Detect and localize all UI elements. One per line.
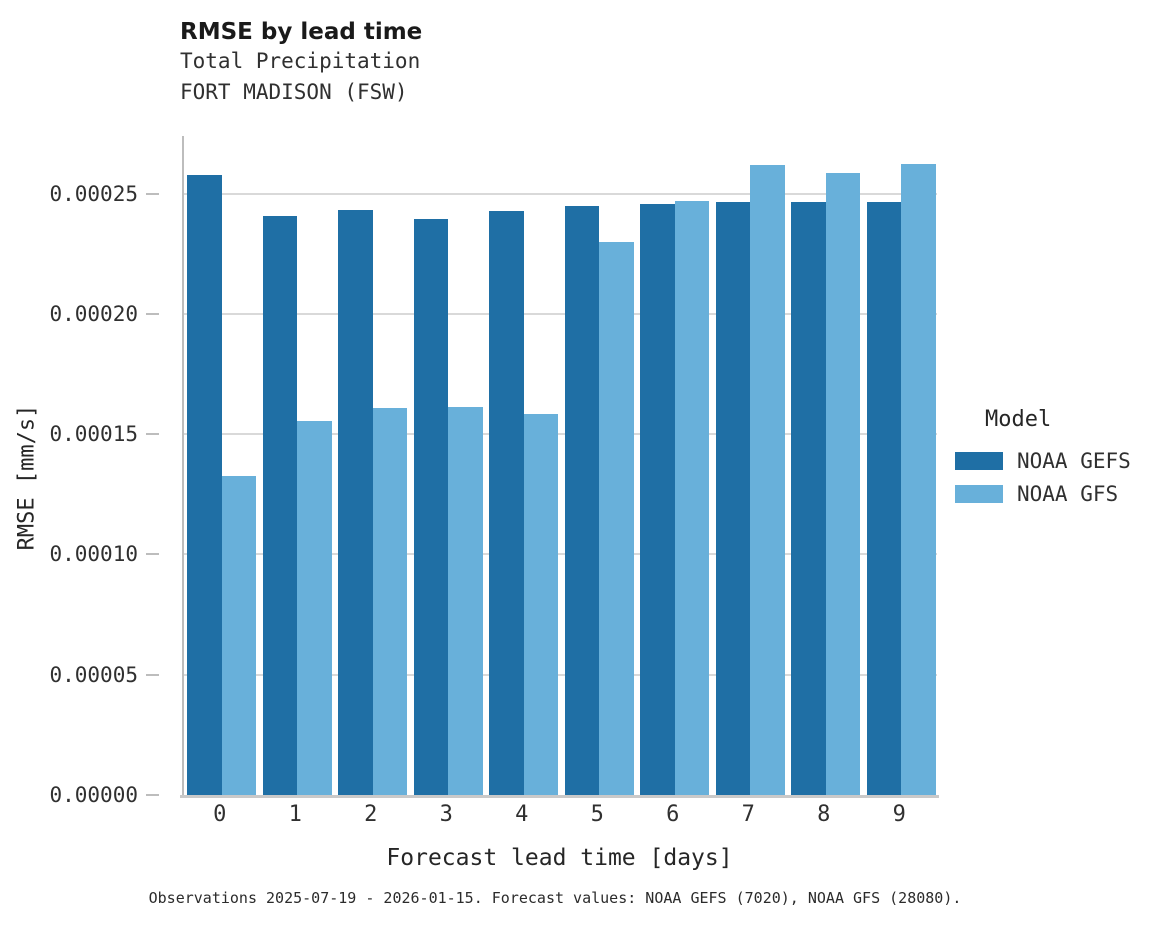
legend-item-noaa-gefs[interactable]: NOAA GEFS: [955, 444, 1131, 477]
y-axis: 0.00000 0.00005 0.00010 0.00015 0.00020 0.000…: [0, 136, 160, 807]
legend-item-label: NOAA GEFS: [1017, 448, 1131, 473]
bar-noaa-gefs-lead-9[interactable]: [866, 202, 902, 795]
bar-noaa-gfs-lead-1[interactable]: [297, 420, 332, 795]
x-axis-tick-label: 8: [817, 802, 831, 827]
bar-noaa-gfs-lead-3[interactable]: [448, 406, 483, 795]
bar-noaa-gfs-lead-4[interactable]: [523, 414, 559, 795]
bar-noaa-gfs-lead-9[interactable]: [901, 164, 936, 795]
legend-title: Model: [985, 407, 1052, 432]
legend-entries: NOAA GEFS NOAA GFS: [955, 444, 1131, 510]
bar-group: [564, 136, 634, 795]
y-axis-tick-label: 0.00005: [49, 662, 138, 687]
gridline: [184, 673, 937, 676]
bar-noaa-gefs-lead-2[interactable]: [338, 210, 373, 795]
bar-group: [791, 136, 861, 795]
y-axis-tick-label: 0.00015: [49, 422, 138, 447]
y-axis-tick-mark: [146, 312, 159, 315]
bar-noaa-gefs-lead-4[interactable]: [489, 211, 524, 795]
x-axis-tick-label: 1: [288, 802, 302, 827]
x-axis: 0 1 2 3 4 5 6 7 8 9: [182, 802, 937, 836]
bar-group: [187, 136, 257, 795]
bar-group: [262, 136, 332, 795]
y-axis-tick-label: 0.00020: [49, 301, 138, 326]
x-axis-tick-label: 9: [892, 802, 906, 827]
chart-title-block: RMSE by lead time Total Precipitation FO…: [180, 18, 422, 108]
bar-group: [489, 136, 559, 795]
plot-area: [180, 136, 939, 798]
bar-noaa-gefs-lead-0[interactable]: [187, 175, 222, 795]
bar-group: [640, 136, 710, 795]
y-axis-tick-mark: [146, 553, 159, 556]
y-axis-tick-label: 0.00025: [49, 181, 138, 206]
gridline: [184, 312, 937, 315]
chart-subtitle-station: FORT MADISON (FSW): [180, 80, 408, 104]
bar-noaa-gfs-lead-8[interactable]: [825, 173, 861, 795]
y-axis-tick-mark: [146, 433, 159, 436]
legend-item-noaa-gfs[interactable]: NOAA GFS: [955, 477, 1131, 510]
bar-noaa-gfs-lead-2[interactable]: [372, 407, 408, 795]
y-axis-tick-label: 0.00010: [49, 542, 138, 567]
x-axis-tick-label: 2: [364, 802, 378, 827]
x-axis-tick-label: 0: [213, 802, 227, 827]
footer-note: Observations 2025-07-19 - 2026-01-15. Fo…: [148, 889, 962, 907]
y-axis-title: RMSE [mm/s]: [14, 404, 40, 551]
bar-noaa-gfs-lead-7[interactable]: [750, 164, 785, 795]
gridline: [184, 192, 937, 195]
x-axis-tick-label: 7: [741, 802, 755, 827]
legend-item-label: NOAA GFS: [1017, 481, 1119, 506]
bar-group: [338, 136, 408, 795]
bar-group: [866, 136, 936, 795]
page-title: RMSE by lead time: [180, 19, 423, 45]
y-axis-tick-mark: [146, 192, 159, 195]
y-axis-tick-mark: [146, 794, 159, 796]
legend-swatch-icon: [955, 451, 1003, 470]
bar-noaa-gfs-lead-0[interactable]: [221, 475, 257, 795]
gridline: [184, 433, 937, 436]
bar-noaa-gefs-lead-6[interactable]: [640, 204, 675, 795]
x-axis-tick-label: 5: [590, 802, 604, 827]
plot-inner: [184, 136, 937, 795]
y-axis-tick-label: 0.00000: [49, 783, 138, 807]
bar-group: [715, 136, 785, 795]
bar-noaa-gfs-lead-5[interactable]: [599, 242, 634, 795]
x-axis-tick-label: 6: [666, 802, 680, 827]
bar-noaa-gefs-lead-5[interactable]: [564, 206, 600, 795]
bar-noaa-gefs-lead-8[interactable]: [791, 202, 826, 795]
x-axis-line: [180, 795, 939, 798]
x-axis-tick-label: 4: [515, 802, 529, 827]
y-axis-tick-mark: [146, 673, 159, 676]
x-axis-title: Forecast lead time [days]: [386, 845, 733, 871]
chart-subtitle-variable: Total Precipitation: [180, 49, 421, 73]
bar-noaa-gfs-lead-6[interactable]: [674, 201, 710, 795]
bar-noaa-gefs-lead-7[interactable]: [715, 202, 751, 795]
x-axis-tick-label: 3: [439, 802, 453, 827]
legend: Model NOAA GEFS NOAA GFS: [955, 407, 1131, 510]
legend-swatch-icon: [955, 484, 1003, 503]
gridline: [184, 553, 937, 556]
bar-noaa-gefs-lead-1[interactable]: [262, 216, 298, 795]
bar-noaa-gefs-lead-3[interactable]: [413, 218, 449, 795]
bar-group: [413, 136, 483, 795]
